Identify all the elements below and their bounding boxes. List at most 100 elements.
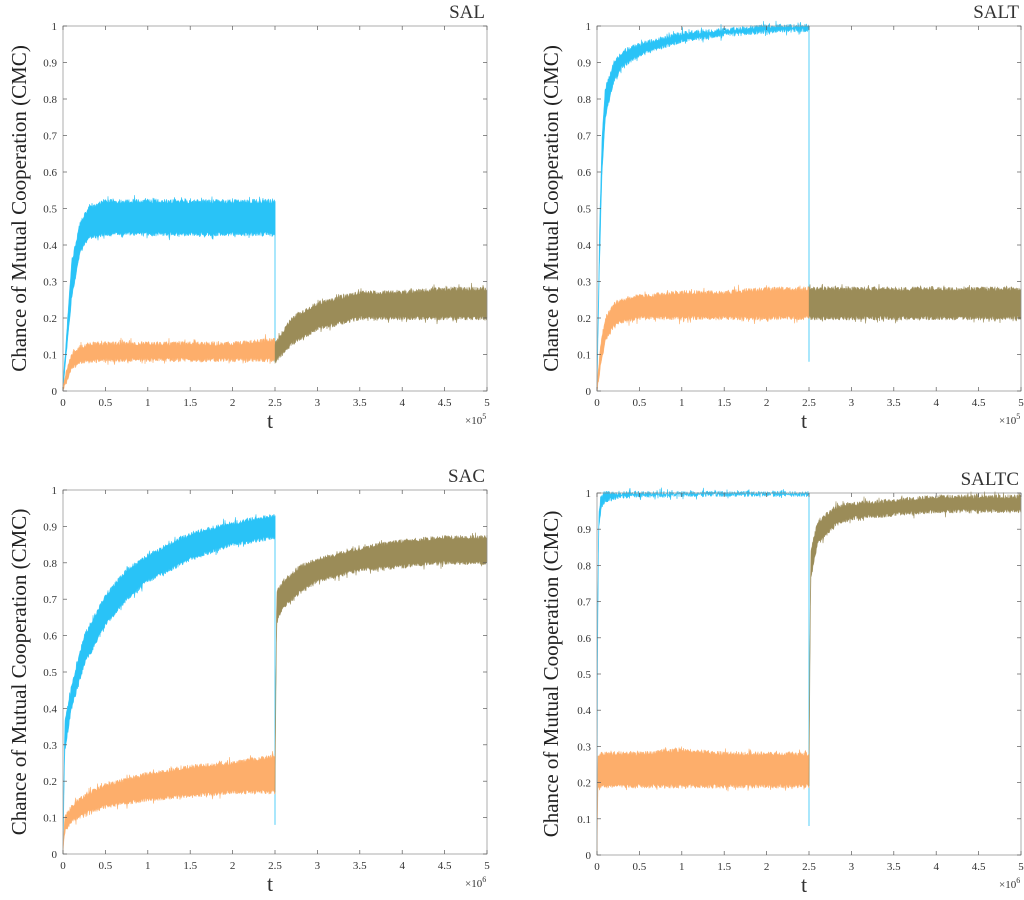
x-tick-label: 1.5 bbox=[183, 860, 197, 872]
series-band-orange bbox=[596, 284, 810, 392]
series-area bbox=[596, 20, 810, 391]
x-tick-label: 4 bbox=[933, 861, 939, 873]
y-tick-label: 0 bbox=[52, 386, 58, 398]
x-tick-label: 4 bbox=[399, 860, 405, 872]
x-tick-label: 1 bbox=[145, 397, 151, 409]
x-tick-label: 0 bbox=[60, 860, 66, 872]
y-tick-label: 0.1 bbox=[577, 814, 591, 826]
y-tick-label: 1 bbox=[52, 21, 58, 33]
x-tick-label: 4.5 bbox=[972, 397, 986, 409]
x-tick-label: 4 bbox=[399, 397, 405, 409]
x-axis-label: t bbox=[801, 408, 807, 433]
y-axis-label: Chance of Mutual Cooperation (CMC) bbox=[7, 45, 31, 372]
y-tick-label: 0.8 bbox=[577, 94, 591, 106]
x-tick-label: 0 bbox=[594, 397, 600, 409]
x-tick-label: 5 bbox=[1018, 861, 1024, 873]
x-multiplier: ×106 bbox=[999, 876, 1020, 891]
x-axis-label: t bbox=[267, 408, 273, 433]
series-band-blue bbox=[596, 20, 810, 391]
chart-panel-sal: 0 0.5 1 1.5 2 2.5 3 3.5 4 4.5 5 0 0.1 0.2 0.3 0.4 0.5 0.6… bbox=[7, 2, 490, 433]
y-tick-label: 0 bbox=[586, 850, 592, 862]
y-tick-label: 1 bbox=[52, 485, 58, 497]
series-band-olive bbox=[274, 532, 488, 793]
series-area bbox=[596, 746, 810, 856]
series-area bbox=[596, 487, 810, 855]
y-tick-label: 0.5 bbox=[577, 204, 591, 216]
x-tick-label: 0.5 bbox=[633, 861, 647, 873]
y-tick-label: 0.7 bbox=[43, 594, 57, 606]
x-tick-label: 1 bbox=[145, 860, 151, 872]
series-area bbox=[62, 751, 276, 854]
y-tick-label: 0.1 bbox=[43, 350, 57, 362]
x-tick-label: 0.5 bbox=[633, 397, 647, 409]
x-tick-label: 3 bbox=[849, 861, 855, 873]
x-tick-label: 2 bbox=[230, 860, 236, 872]
x-tick-label: 1.5 bbox=[183, 397, 197, 409]
series-area bbox=[808, 491, 1022, 786]
y-tick-label: 0.2 bbox=[577, 313, 591, 325]
y-axis-label: Chance of Mutual Cooperation (CMC) bbox=[539, 511, 563, 838]
x-tick-label: 5 bbox=[1018, 397, 1024, 409]
series-area bbox=[62, 334, 276, 392]
y-tick-label: 0.9 bbox=[43, 58, 57, 70]
series-band-olive bbox=[808, 283, 1022, 324]
y-tick-label: 0 bbox=[586, 386, 592, 398]
y-tick-label: 0.3 bbox=[577, 277, 591, 289]
y-axis-label: Chance of Mutual Cooperation (CMC) bbox=[7, 509, 31, 836]
y-tick-label: 0.8 bbox=[43, 558, 57, 570]
series-band-olive bbox=[274, 282, 488, 364]
y-tick-label: 0.2 bbox=[577, 778, 591, 790]
y-tick-label: 0.3 bbox=[577, 741, 591, 753]
y-tick-label: 0.7 bbox=[577, 597, 591, 609]
chart-panel-saltc: 0 0.5 1 1.5 2 2.5 3 3.5 4 4.5 5 0 0.1 0.2 0.3 0.4 0.5 0.6… bbox=[539, 469, 1024, 897]
x-multiplier: ×105 bbox=[465, 412, 486, 427]
x-tick-label: 2.5 bbox=[268, 860, 282, 872]
x-tick-label: 3 bbox=[849, 397, 855, 409]
y-tick-label: 1 bbox=[586, 21, 592, 33]
y-tick-label: 0.4 bbox=[43, 703, 57, 715]
x-tick-label: 1 bbox=[679, 861, 685, 873]
y-tick-label: 0.6 bbox=[577, 633, 591, 645]
y-tick-label: 0.1 bbox=[577, 350, 591, 362]
y-tick-label: 0.8 bbox=[577, 560, 591, 572]
series-area bbox=[274, 532, 488, 793]
chart-title: SAL bbox=[449, 2, 485, 23]
x-tick-label: 4.5 bbox=[438, 397, 452, 409]
x-tick-label: 3.5 bbox=[353, 860, 367, 872]
x-axis-label: t bbox=[267, 871, 273, 896]
y-tick-label: 0.2 bbox=[43, 313, 57, 325]
y-tick-label: 0.9 bbox=[43, 521, 57, 533]
y-tick-label: 0.5 bbox=[43, 204, 57, 216]
y-tick-label: 0.6 bbox=[43, 631, 57, 643]
x-tick-label: 1 bbox=[679, 397, 685, 409]
y-tick-label: 0.3 bbox=[43, 277, 57, 289]
chart-panel-salt: 0 0.5 1 1.5 2 2.5 3 3.5 4 4.5 5 0 0.1 0.2 0.3 0.4 0.5 0.6… bbox=[539, 2, 1024, 433]
chart-title: SALTC bbox=[961, 469, 1019, 490]
y-tick-label: 0.4 bbox=[577, 705, 591, 717]
x-tick-label: 5 bbox=[484, 860, 490, 872]
y-tick-label: 0 bbox=[52, 849, 58, 861]
y-tick-label: 0.5 bbox=[43, 667, 57, 679]
chart-title: SALT bbox=[973, 2, 1019, 23]
x-tick-label: 0.5 bbox=[99, 397, 113, 409]
series-band-orange bbox=[62, 334, 276, 392]
x-tick-label: 1.5 bbox=[717, 861, 731, 873]
y-tick-label: 0.9 bbox=[577, 524, 591, 536]
y-tick-label: 0.6 bbox=[577, 167, 591, 179]
x-tick-label: 5 bbox=[484, 397, 490, 409]
series-area bbox=[274, 282, 488, 364]
y-tick-label: 0.7 bbox=[43, 131, 57, 143]
y-tick-label: 0.2 bbox=[43, 776, 57, 788]
chart-panel-sac: 0 0.5 1 1.5 2 2.5 3 3.5 4 4.5 5 0 0.1 0.2 0.3 0.4 0.5 0.6… bbox=[7, 466, 490, 896]
x-tick-label: 3.5 bbox=[353, 397, 367, 409]
y-tick-label: 0.6 bbox=[43, 167, 57, 179]
y-tick-label: 0.5 bbox=[577, 669, 591, 681]
x-tick-label: 0 bbox=[594, 861, 600, 873]
y-tick-label: 0.1 bbox=[43, 813, 57, 825]
series-band-olive bbox=[808, 491, 1022, 786]
y-tick-label: 0.7 bbox=[577, 131, 591, 143]
y-tick-label: 1 bbox=[586, 488, 592, 500]
chart-title: SAC bbox=[448, 466, 485, 487]
y-tick-label: 0.9 bbox=[577, 58, 591, 70]
